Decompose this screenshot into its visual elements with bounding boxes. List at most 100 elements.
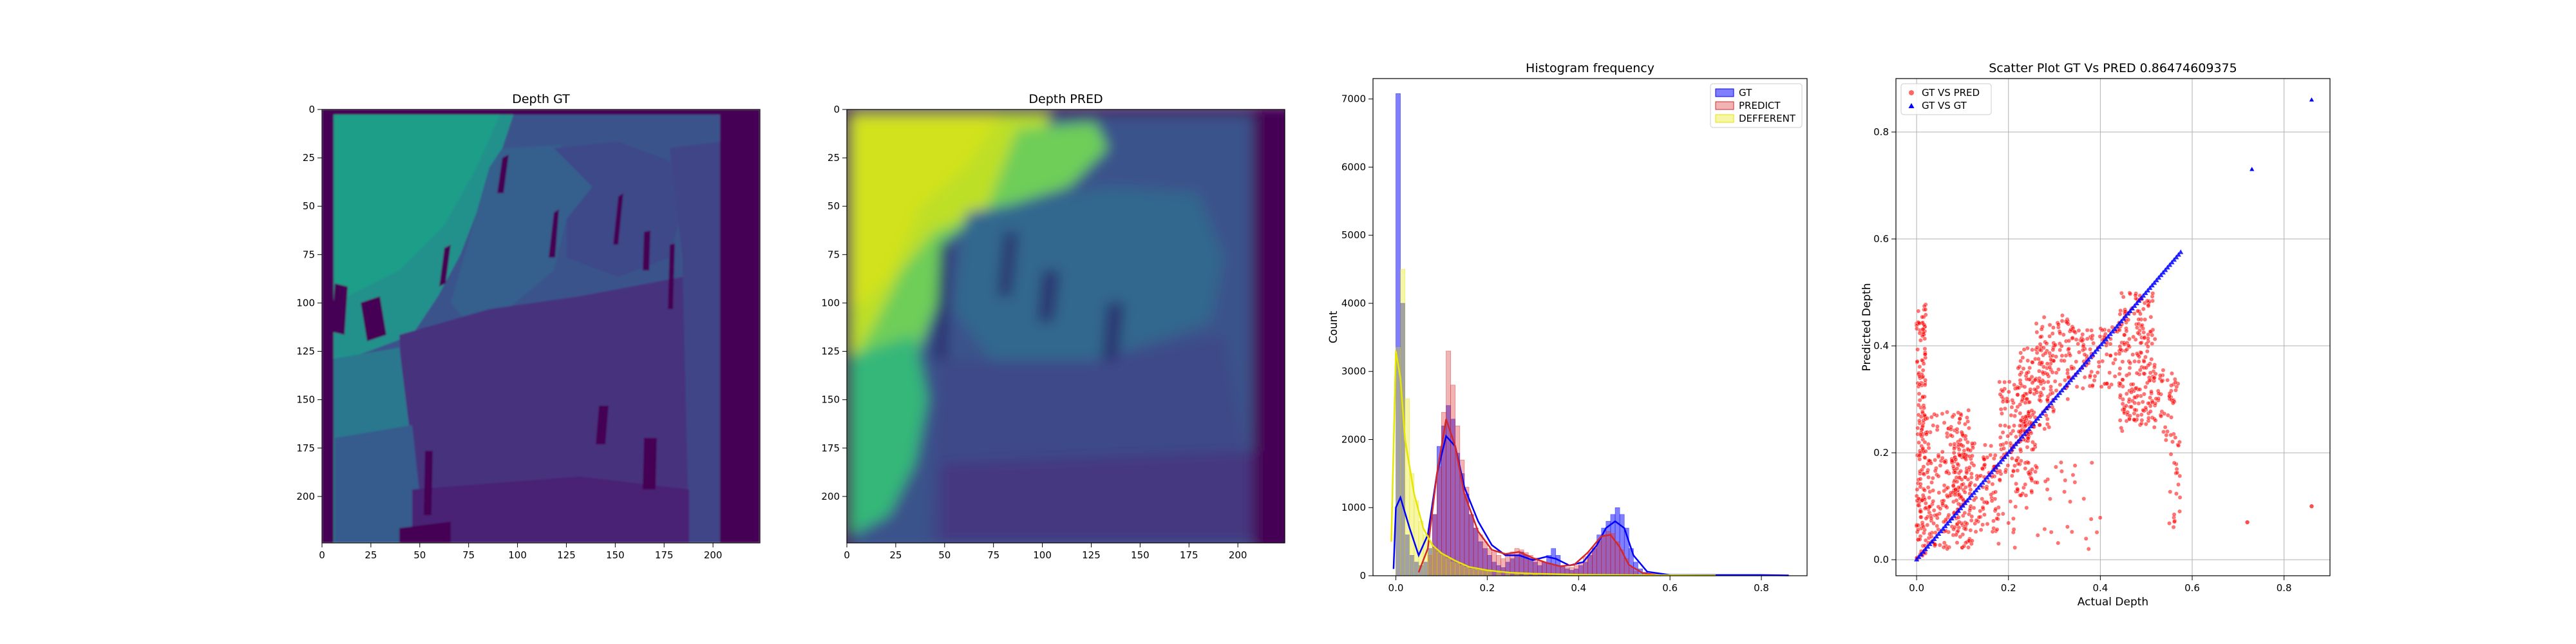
scatter-point-gt-vs-pred — [1998, 442, 2003, 448]
scatter-point-gt-vs-pred — [2081, 344, 2086, 349]
scatter-y-tick-label: 0.8 — [1873, 126, 1889, 138]
scatter-point-gt-vs-pred — [1955, 528, 1960, 533]
scatter-point-gt-vs-pred — [2003, 469, 2008, 475]
histogram-bar-predict — [1605, 531, 1611, 576]
scatter-point-gt-vs-pred — [1921, 524, 1926, 529]
scatter-point-gt-vs-pred — [1969, 538, 1975, 544]
scatter-point-gt-vs-pred — [1969, 518, 1974, 523]
scatter-point-gt-vs-pred — [1956, 447, 1962, 452]
scatter-point-gt-vs-pred — [2018, 418, 2023, 423]
scatter-point-gt-vs-pred — [1929, 516, 1934, 521]
scatter-point-gt-vs-pred — [2027, 365, 2032, 370]
scatter-point-gt-vs-pred — [2136, 401, 2141, 406]
scatter-point-gt-vs-pred — [2096, 359, 2101, 365]
scatter-point-gt-vs-pred — [2062, 489, 2067, 495]
scatter-point-gt-vs-pred — [1994, 527, 2000, 532]
scatter-y-tick-label: 0.6 — [1873, 233, 1889, 245]
scatter-point-gt-vs-pred — [2002, 380, 2007, 384]
scatter-point-gt-vs-gt — [2136, 298, 2142, 303]
scatter-point-gt-vs-pred — [2173, 435, 2178, 440]
histogram-bar-predict — [1501, 558, 1506, 576]
scatter-point-gt-vs-gt — [1982, 477, 1988, 482]
scatter-point-gt-vs-pred — [2005, 463, 2011, 468]
scatter-point-gt-vs-gt — [2000, 457, 2005, 462]
scatter-point-gt-vs-pred — [2148, 329, 2153, 334]
scatter-point-gt-vs-pred — [2044, 341, 2049, 346]
histogram-y-tick-label: 0 — [1359, 570, 1366, 582]
scatter-point-gt-vs-pred — [1958, 535, 1963, 539]
scatter-point-gt-vs-pred — [1918, 477, 1923, 482]
scatter-point-gt-vs-pred — [2119, 426, 2124, 430]
scatter-point-gt-vs-pred — [1917, 398, 1922, 402]
scatter-point-gt-vs-pred — [2050, 370, 2055, 375]
scatter-point-gt-vs-pred — [1924, 432, 1929, 437]
scatter-point-gt-vs-pred — [2011, 516, 2016, 521]
scatter-point-gt-vs-pred — [1922, 405, 1927, 410]
scatter-point-gt-vs-gt — [2008, 446, 2014, 451]
scatter-point-gt-vs-pred — [1978, 509, 1983, 513]
scatter-point-gt-vs-pred — [2050, 325, 2056, 330]
scatter-point-gt-vs-pred — [1955, 479, 1960, 484]
histogram-x-tick-label: 0.0 — [1388, 582, 1404, 594]
scatter-point-gt-vs-pred — [1971, 498, 1976, 502]
pred-region-right-edge — [1253, 109, 1285, 543]
scatter-point-gt-vs-pred — [2000, 411, 2004, 416]
histogram-x-tick-label: 0.2 — [1479, 582, 1495, 594]
scatter-point-gt-vs-pred — [2032, 377, 2038, 383]
scatter-point-gt-vs-gt — [2125, 310, 2131, 316]
scatter-point-gt-vs-pred — [2150, 400, 2155, 405]
panel-depth-pred: Depth PRED — [821, 92, 1285, 561]
scatter-point-gt-vs-pred — [2089, 460, 2094, 465]
scatter-point-gt-vs-pred — [1917, 453, 1922, 458]
scatter-point-gt-vs-pred — [1963, 422, 1967, 426]
scatter-point-gt-vs-pred — [2037, 397, 2042, 402]
scatter-point-gt-vs-pred — [2146, 401, 2151, 406]
scatter-point-gt-vs-pred — [2012, 423, 2016, 428]
histogram-bar-defferent — [1473, 569, 1479, 576]
depth-pred-y-tick-label: 175 — [821, 442, 840, 454]
scatter-point-gt-vs-pred — [2072, 480, 2078, 485]
scatter-point-gt-vs-pred — [2148, 314, 2154, 319]
scatter-point-gt-vs-pred — [1968, 448, 1973, 453]
scatter-point-gt-vs-pred — [1942, 540, 1947, 545]
scatter-point-gt-vs-pred — [1941, 545, 1946, 550]
scatter-point-gt-vs-pred — [2060, 353, 2065, 358]
scatter-point-gt-vs-pred — [1940, 450, 1945, 455]
scatter-point-gt-vs-pred — [2021, 393, 2026, 399]
scatter-point-gt-vs-pred — [2018, 350, 2023, 355]
scatter-point-gt-vs-pred — [2014, 481, 2019, 486]
scatter-point-gt-vs-pred — [2063, 478, 2068, 483]
scatter-point-gt-vs-pred — [2150, 341, 2155, 346]
scatter-point-gt-vs-pred — [2054, 370, 2059, 375]
scatter-point-gt-vs-pred — [1931, 498, 1936, 504]
scatter-point-gt-vs-pred — [2049, 384, 2053, 389]
scatter-point-gt-vs-pred — [2045, 372, 2050, 377]
scatter-point-gt-vs-pred — [2009, 413, 2014, 418]
scatter-point-gt-vs-pred — [2126, 317, 2131, 323]
scatter-point-gt-vs-pred — [1980, 466, 1985, 471]
scatter-point-gt-vs-pred — [2076, 341, 2081, 346]
scatter-point-gt-vs-gt — [2028, 423, 2034, 428]
histogram-bar-defferent — [1496, 572, 1501, 576]
scatter-x-tick-label: 0.0 — [1909, 582, 1924, 594]
scatter-point-gt-vs-pred — [1927, 504, 1932, 509]
histogram-y-tick-label: 4000 — [1341, 298, 1366, 309]
scatter-point-gt-vs-pred — [1956, 410, 1961, 415]
scatter-point-gt-vs-pred — [1920, 357, 1924, 363]
scatter-point-gt-vs-gt — [2149, 282, 2155, 288]
scatter-point-gt-vs-gt — [1967, 495, 1973, 500]
scatter-point-gt-vs-pred — [2074, 359, 2079, 364]
scatter-point-gt-vs-pred — [2015, 468, 2020, 473]
scatter-ticks: 0.0 0.2 0.4 0.6 0.8 0.0 0.2 0.4 0.6 0.8 — [1873, 126, 2291, 594]
scatter-point-gt-vs-pred — [1960, 444, 1965, 449]
scatter-point-gt-vs-pred — [2030, 467, 2034, 472]
scatter-point-gt-vs-gt — [1929, 538, 1935, 544]
scatter-point-gt-vs-pred — [1998, 469, 2002, 473]
scatter-point-gt-vs-pred — [1915, 347, 1920, 352]
scatter-point-gt-vs-pred — [2017, 423, 2022, 428]
gt-region-left-lower-strip — [335, 425, 425, 543]
scatter-point-gt-vs-pred — [1916, 402, 1921, 408]
scatter-point-gt-vs-pred — [1917, 440, 1921, 445]
scatter-point-gt-vs-gt — [1989, 469, 1994, 475]
